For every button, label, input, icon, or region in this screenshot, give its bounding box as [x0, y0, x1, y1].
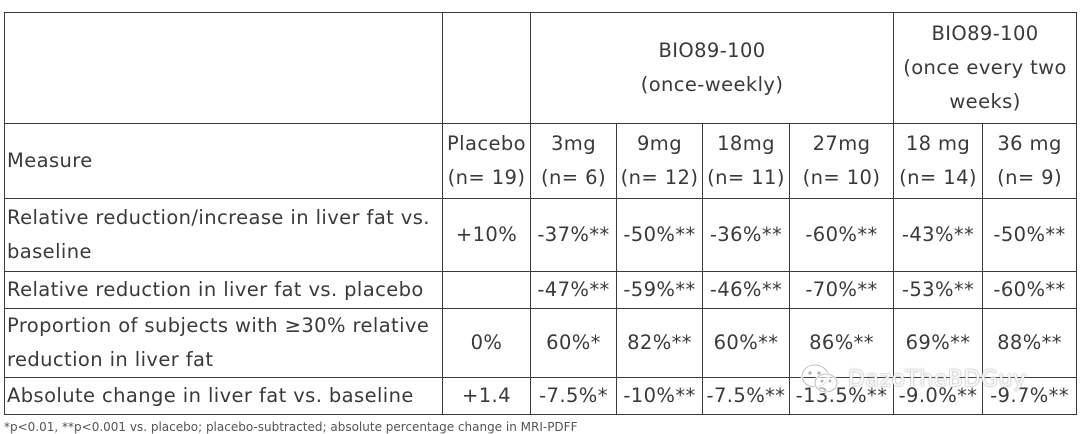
cell-value: -50%**: [616, 198, 703, 272]
column-header: 18mg (n= 11): [702, 123, 790, 199]
column-header: 36 mg (n= 9): [982, 123, 1078, 199]
cell-value: -50%**: [982, 198, 1078, 272]
cell-value: 69%**: [893, 308, 984, 378]
cell-value: 60%*: [530, 308, 617, 378]
cell-value: -10%**: [616, 377, 703, 415]
cell-value: +1.4: [442, 377, 531, 415]
footnote: *p<0.01, **p<0.001 vs. placebo; placebo-…: [4, 420, 578, 434]
empty-placebo-group-cell: [442, 12, 531, 124]
cell-value: -60%**: [982, 271, 1078, 309]
table-row: Absolute change in liver fat vs. baselin…: [4, 377, 1078, 415]
cell-value: 86%**: [788, 308, 895, 378]
cell-value: +10%: [442, 198, 531, 272]
column-header: 18 mg (n= 14): [893, 123, 984, 199]
cell-value: -53%**: [893, 271, 984, 309]
row-measure: Relative reduction/increase in liver fat…: [4, 198, 443, 272]
cell-value: -7.5%*: [530, 377, 617, 415]
cell-value: [442, 271, 531, 309]
row-measure: Relative reduction in liver fat vs. plac…: [4, 271, 443, 309]
cell-value: -47%**: [530, 271, 617, 309]
group-header-row: BIO89-100 (once-weekly) BIO89-100 (once …: [4, 12, 1078, 124]
column-header-row: Measure Placebo (n= 19) 3mg (n= 6) 9mg (n= …: [4, 123, 1078, 199]
table-row: Relative reduction/increase in liver fat…: [4, 198, 1078, 272]
cell-value: -70%**: [788, 271, 895, 309]
column-header: 27mg (n= 10): [788, 123, 895, 199]
cell-value: -36%**: [702, 198, 790, 272]
cell-value: 60%**: [702, 308, 790, 378]
table-row: Proportion of subjects with ≥30% relativ…: [4, 308, 1078, 378]
column-header: Placebo (n= 19): [442, 123, 531, 199]
column-header: 9mg (n= 12): [616, 123, 703, 199]
row-measure: Absolute change in liver fat vs. baselin…: [4, 377, 443, 415]
row-measure: Proportion of subjects with ≥30% relativ…: [4, 308, 443, 378]
cell-value: 88%**: [982, 308, 1078, 378]
group-header-weekly: BIO89-100 (once-weekly): [529, 12, 895, 124]
column-header: 3mg (n= 6): [530, 123, 617, 199]
cell-value: -60%**: [788, 198, 895, 272]
measure-header: Measure: [4, 123, 443, 199]
table-row: Relative reduction in liver fat vs. plac…: [4, 271, 1078, 309]
cell-value: -37%**: [530, 198, 617, 272]
empty-corner-cell: [4, 12, 443, 124]
cell-value: -9.0%**: [893, 377, 984, 415]
cell-value: -59%**: [616, 271, 703, 309]
cell-value: -13.5%**: [788, 377, 895, 415]
cell-value: -43%**: [893, 198, 984, 272]
group-header-biweekly: BIO89-100 (once every two weeks): [893, 12, 1078, 124]
cell-value: -7.5%**: [702, 377, 790, 415]
cell-value: -9.7%**: [982, 377, 1078, 415]
liver-fat-results-table: BIO89-100 (once-weekly) BIO89-100 (once …: [4, 12, 1078, 415]
cell-value: -46%**: [702, 271, 790, 309]
cell-value: 0%: [442, 308, 531, 378]
cell-value: 82%**: [616, 308, 703, 378]
